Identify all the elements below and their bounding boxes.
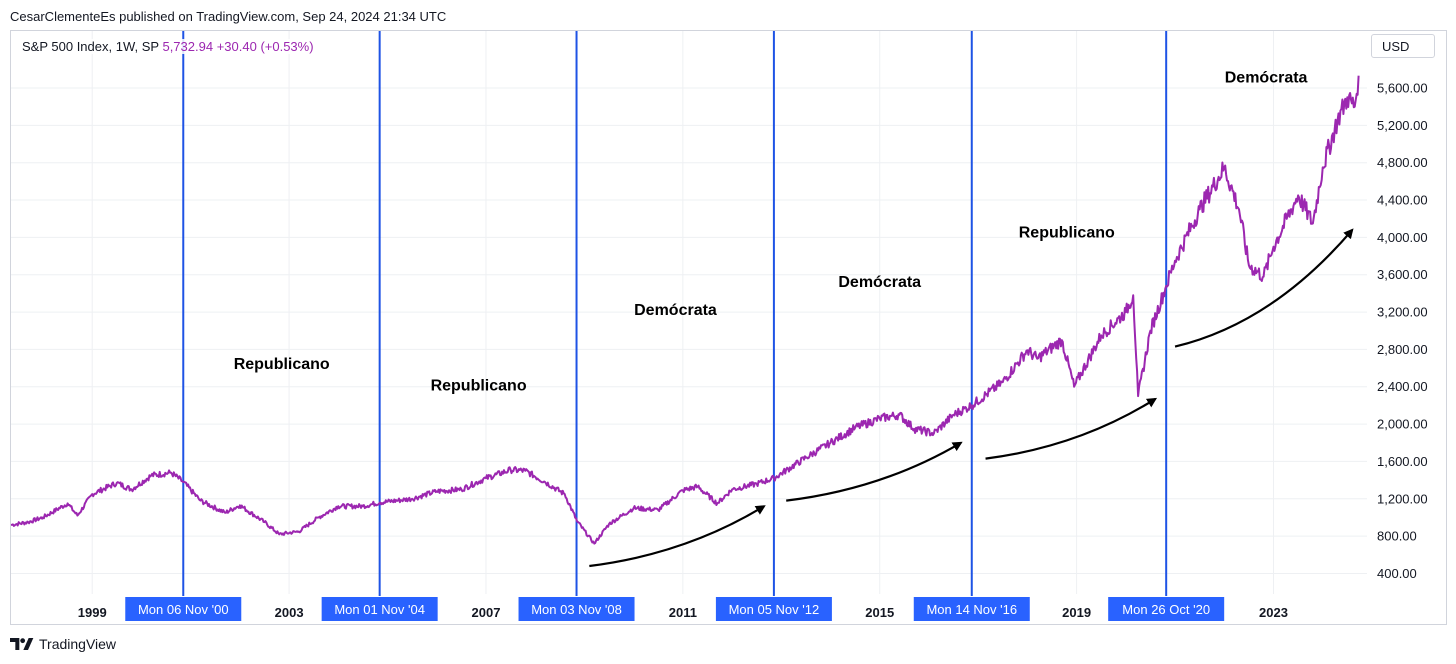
grid-layer [11,31,1367,594]
arrow-layer [589,228,1354,568]
x-tick-label: 2007 [472,605,501,620]
annotation-layer: Republicano Republicano Demócrata Demócrata… [234,69,1308,394]
legend-change: +30.40 (+0.53%) [216,39,314,54]
trend-arrow [985,397,1158,460]
party-annotation: Republicano [1019,224,1115,241]
publisher-credit: CesarClementeEs published on TradingView… [10,9,447,24]
price-series-line [10,75,1360,545]
y-tick-label: 4,000.00 [1377,230,1428,245]
y-tick-label: 3,600.00 [1377,267,1428,282]
currency-button[interactable]: USD [1371,34,1435,58]
party-annotation: Republicano [431,377,527,394]
party-annotation: Demócrata [634,302,717,319]
election-marker-label-bg [518,597,635,621]
trend-arrow [1174,228,1354,348]
y-tick-label: 2,000.00 [1377,417,1428,432]
tradingview-brand[interactable]: TradingView [10,636,116,652]
y-tick-label: 3,200.00 [1377,305,1428,320]
election-marker-label: Mon 26 Oct '20 [1122,602,1210,617]
election-marker-label-bg [321,597,438,621]
election-marker-label: Mon 14 Nov '16 [926,602,1017,617]
election-marker-label: Mon 03 Nov '08 [531,602,622,617]
trend-arrow [786,441,963,502]
y-tick-label: 800.00 [1377,529,1417,544]
party-annotation: Demócrata [1225,69,1308,86]
y-tick-label: 1,600.00 [1377,454,1428,469]
y-tick-label: 1,200.00 [1377,491,1428,506]
legend-price: 5,732.94 [162,39,214,54]
tradingview-logo-icon [10,638,34,650]
y-tick-label: 5,200.00 [1377,118,1428,133]
election-marker-label-bg [913,597,1030,621]
x-tick-label: 2011 [669,605,697,620]
chart-legend: S&P 500 Index, 1W, SP 5,732.94 +30.40 (+… [20,39,316,54]
election-marker-label: Mon 01 Nov '04 [334,602,425,617]
y-tick-label: 5,600.00 [1377,81,1428,96]
election-marker-label-bg [715,597,832,621]
x-tick-label: 2015 [865,605,894,620]
axis-layer: 400.00 800.00 1,200.00 1,600.00 2,000.00 2,40… [78,81,1428,621]
election-marker-label: Mon 06 Nov '00 [138,602,229,617]
party-annotation: Demócrata [838,274,921,291]
x-tick-label: 2019 [1062,605,1091,620]
election-marker-label-bg [1108,597,1225,621]
tradingview-brand-label: TradingView [39,636,117,652]
y-tick-label: 4,400.00 [1377,193,1428,208]
election-marker-label: Mon 05 Nov '12 [729,602,820,617]
party-annotation: Republicano [234,356,330,373]
x-tick-label: 1999 [78,605,107,620]
y-tick-label: 4,800.00 [1377,155,1428,170]
y-tick-label: 400.00 [1377,566,1417,581]
x-tick-label: 2023 [1259,605,1288,620]
trend-arrow [589,505,766,568]
x-tick-label: 2003 [275,605,304,620]
election-marker-label-bg [125,597,242,621]
y-tick-label: 2,400.00 [1377,379,1428,394]
legend-symbol: S&P 500 Index, 1W, SP [22,39,159,54]
election-marker-layer [182,31,1168,596]
chart-frame [10,30,1447,625]
series-layer [10,75,1360,545]
y-tick-label: 2,800.00 [1377,342,1428,357]
